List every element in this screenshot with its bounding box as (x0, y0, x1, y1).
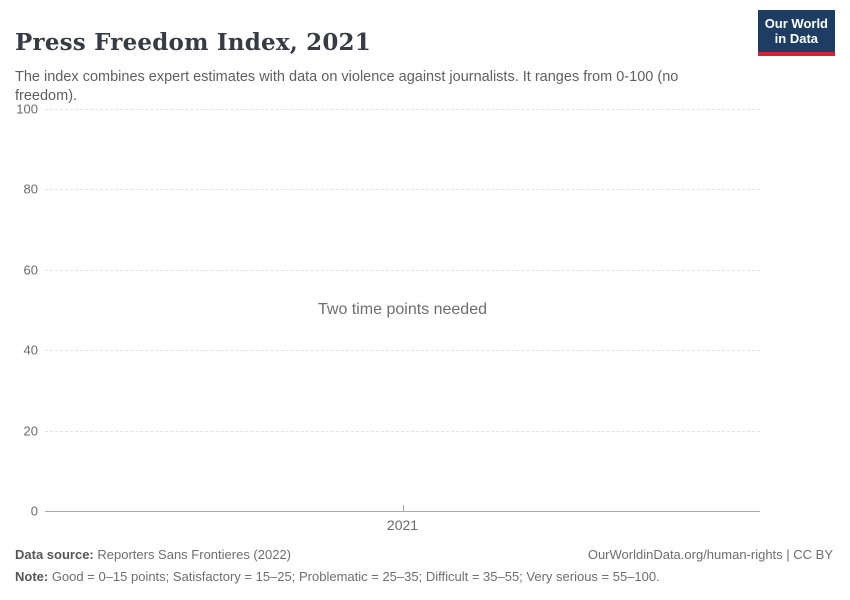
data-source-label: Data source: (15, 547, 94, 562)
gridline-y-60 (45, 269, 760, 271)
y-axis: 0 20 40 60 80 100 (0, 102, 38, 519)
plot-area: Two time points needed (45, 109, 760, 512)
data-source-text: Reporters Sans Frontieres (2022) (93, 547, 292, 562)
owid-logo[interactable]: Our World in Data (757, 10, 835, 56)
x-axis-tick (402, 505, 404, 511)
note-text: Good = 0–15 points; Satisfactory = 15–25… (48, 569, 660, 584)
y-axis-tick-label-100: 100 (16, 101, 38, 117)
gridline-y-20 (45, 430, 760, 432)
chart-subtitle: The index combines expert estimates with… (15, 68, 679, 104)
owid-logo-line2: in Data (774, 31, 819, 47)
data-source: Data source: Reporters Sans Frontieres (… (15, 547, 291, 562)
citation-link[interactable]: OurWorldinData.org/human-rights | CC BY (587, 547, 833, 562)
gridline-y-40 (45, 350, 760, 352)
owid-logo-line1: Our World (764, 16, 828, 31)
y-axis-tick-label-80: 80 (23, 181, 38, 197)
x-axis-tick-label: 2021 (386, 517, 419, 533)
gridline-y-100 (45, 109, 760, 110)
y-axis-tick-label-40: 40 (23, 342, 38, 358)
note-label: Note: (15, 569, 49, 584)
page-title: Press Freedom Index, 2021 (15, 29, 371, 57)
y-axis-tick-label-20: 20 (23, 423, 38, 439)
no-data-message: Two time points needed (318, 301, 487, 318)
y-axis-tick-label-0: 0 (30, 503, 38, 519)
y-axis-tick-label-60: 60 (23, 262, 38, 278)
chart-note: Note: Good = 0–15 points; Satisfactory =… (15, 569, 833, 584)
gridline-y-80 (45, 189, 760, 191)
chart-footer: Data source: Reporters Sans Frontieres (… (15, 547, 833, 584)
x-axis: 2021 (45, 517, 760, 533)
